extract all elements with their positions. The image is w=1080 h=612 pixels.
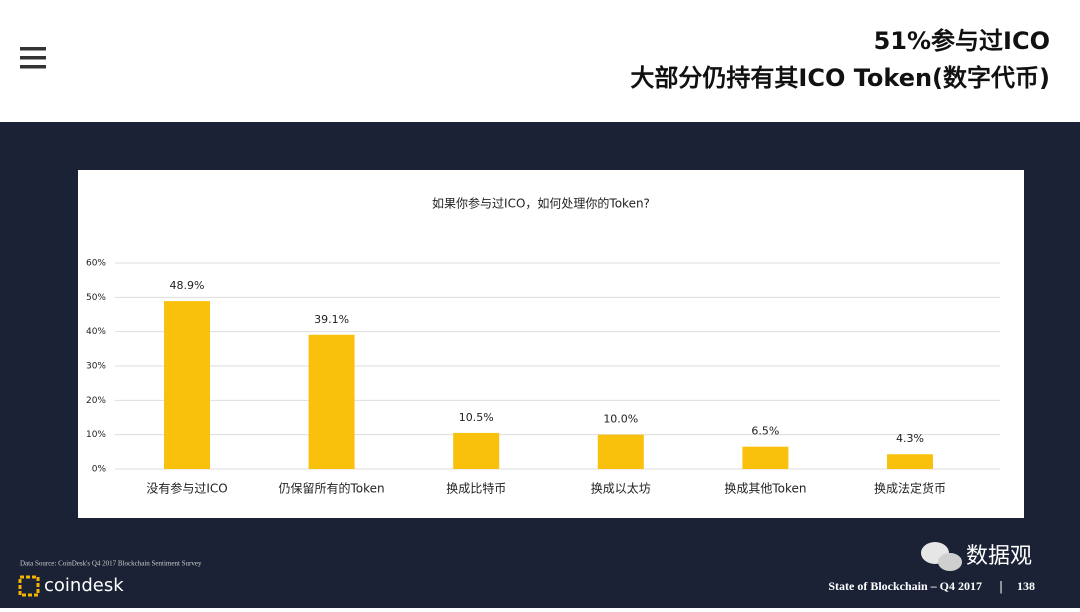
y-tick-label: 60% bbox=[86, 259, 106, 269]
bar bbox=[742, 446, 789, 469]
source: Data Source: CoinDesk's Q4 2017 Blockcha… bbox=[20, 560, 202, 568]
x-tick-label: 换成比特币 bbox=[446, 481, 506, 496]
y-tick-label: 10% bbox=[86, 430, 106, 440]
value-label: 4.3% bbox=[896, 432, 924, 445]
value-label: 10.0% bbox=[603, 413, 638, 426]
y-tick-label: 50% bbox=[86, 293, 106, 303]
brand: coindesk bbox=[44, 575, 124, 596]
x-tick-label: 换成法定货币 bbox=[874, 481, 946, 496]
value-label: 10.5% bbox=[459, 411, 494, 424]
y-tick-label: 20% bbox=[86, 396, 106, 406]
x-tick-label: 换成其他Token bbox=[724, 482, 806, 496]
header-subtitle: 大部分仍持有其ICO Token(数字代币) bbox=[630, 64, 1050, 92]
value-label: 39.1% bbox=[314, 313, 349, 326]
header-title: 51%参与过ICO bbox=[874, 27, 1050, 55]
y-tick-label: 30% bbox=[86, 362, 106, 372]
header-bg bbox=[0, 0, 1080, 122]
chart-title: 如果你参与过ICO，如何处理你的Token? bbox=[432, 196, 650, 211]
bar bbox=[453, 432, 500, 469]
wechat-icon bbox=[921, 542, 962, 571]
value-label: 48.9% bbox=[170, 279, 205, 292]
menu-icon bbox=[20, 47, 46, 69]
separator: | bbox=[999, 580, 1003, 594]
y-tick-label: 0% bbox=[92, 465, 107, 475]
y-tick-label: 40% bbox=[86, 327, 106, 337]
report-name: State of Blockchain – Q4 2017 bbox=[828, 579, 982, 593]
value-label: 6.5% bbox=[751, 425, 779, 438]
coindesk-logo bbox=[18, 575, 40, 597]
wechat-name: 数据观 bbox=[966, 544, 1032, 569]
bar bbox=[887, 454, 933, 469]
bar bbox=[597, 434, 644, 469]
x-tick-label: 没有参与过ICO bbox=[146, 481, 227, 496]
chart-panel bbox=[78, 170, 1024, 518]
x-tick-label: 换成以太坊 bbox=[591, 481, 651, 496]
bar bbox=[308, 334, 355, 469]
page-number: 138 bbox=[1017, 579, 1035, 593]
x-tick-label: 仍保留所有的Token bbox=[279, 481, 385, 496]
bar bbox=[164, 301, 210, 469]
